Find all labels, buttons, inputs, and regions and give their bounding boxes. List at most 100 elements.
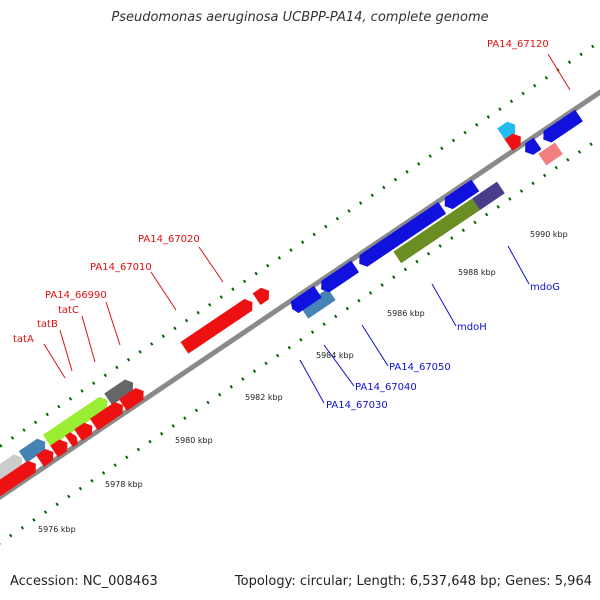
label-mdoh: mdoH	[457, 322, 487, 333]
tick-mark	[229, 385, 233, 389]
tick-mark	[32, 518, 36, 522]
tick-mark	[533, 83, 537, 88]
tick-label-5988: 5988 kbp	[458, 268, 496, 277]
tick-mark	[183, 416, 187, 420]
forward-labels: tatA tatB tatC PA14_66990 PA14_67010 PA1…	[13, 39, 571, 379]
tick-mark	[150, 342, 154, 346]
tick-mark	[508, 197, 512, 201]
tick-mark	[334, 314, 338, 319]
tick-mark	[9, 533, 13, 538]
tick-mark	[393, 177, 398, 182]
tick-mark	[231, 287, 235, 292]
tick-mark	[254, 271, 258, 276]
tick-mark	[173, 326, 177, 331]
tick-mark	[438, 244, 442, 248]
tick-mark	[206, 400, 210, 405]
gene-fwd-row2-2[interactable]	[36, 446, 57, 467]
gene-mdoh[interactable]	[393, 198, 480, 264]
gene-tata[interactable]	[18, 436, 49, 463]
tick-dots	[0, 44, 595, 546]
tick-label-5982: 5982 kbp	[245, 393, 283, 402]
label-mdog: mdoG	[530, 282, 560, 293]
tick-mark	[90, 478, 94, 483]
gene-fwd-row2-6[interactable]	[89, 399, 127, 431]
tick-label-5986: 5986 kbp	[387, 309, 425, 318]
tick-mark	[451, 138, 456, 143]
tick-mark	[101, 471, 106, 475]
tick-mark	[382, 185, 386, 190]
reverse-genes	[288, 109, 583, 319]
tick-mark	[161, 334, 165, 338]
tick-mark	[579, 52, 583, 57]
tick-mark	[357, 298, 361, 303]
tick-mark	[567, 60, 572, 64]
gene-fwd-row2-1[interactable]	[0, 458, 40, 509]
label-tatb: tatB	[37, 319, 58, 330]
tick-mark	[426, 251, 431, 256]
gene-mdog-upper-2[interactable]	[441, 179, 480, 212]
gene-pa14-67020[interactable]	[252, 285, 273, 305]
tick-mark	[289, 248, 293, 252]
tick-mark	[103, 373, 107, 378]
tick-mark	[521, 91, 525, 96]
label-tata: tatA	[13, 334, 34, 345]
gene-fwd-row2-4[interactable]	[65, 431, 80, 448]
gene-pa14-67120-lower[interactable]	[504, 131, 524, 151]
label-pa14-66990: PA14_66990	[45, 290, 107, 301]
tick-mark	[380, 283, 384, 287]
tick-mark	[194, 408, 199, 413]
gene-rev-small-1[interactable]	[521, 137, 542, 158]
gene-fwd-row2-5[interactable]	[74, 420, 96, 442]
tick-mark	[463, 130, 467, 135]
tick-mark	[415, 259, 419, 264]
tick-mark	[276, 353, 280, 358]
gene-fwd-row2-3[interactable]	[50, 437, 71, 458]
gene-pa14-67040[interactable]	[288, 285, 322, 315]
tick-mark	[67, 494, 71, 499]
tick-mark	[148, 439, 152, 444]
gene-pa14-66990[interactable]	[104, 377, 137, 406]
tick-mark	[322, 322, 326, 327]
gene-fwd-row2-7[interactable]	[118, 385, 148, 411]
gene-pa14-67050[interactable]	[317, 260, 360, 296]
genome-backbone	[0, 70, 600, 523]
tick-mark	[20, 525, 25, 530]
tick-label-5990: 5990 kbp	[530, 230, 568, 239]
tick-mark	[241, 377, 245, 381]
gene-pa14-67010[interactable]	[180, 296, 257, 354]
gene-rev-long[interactable]	[539, 109, 583, 146]
tick-mark	[300, 240, 305, 245]
tick-mark	[80, 389, 84, 393]
tick-mark	[33, 420, 38, 425]
tick-mark	[392, 275, 396, 280]
tick-mark	[358, 201, 363, 205]
tick-mark	[544, 76, 548, 80]
tick-mark	[92, 381, 96, 385]
tick-mark	[159, 432, 164, 436]
tick-mark	[542, 173, 547, 178]
tick-mark	[43, 510, 48, 514]
tick-mark	[22, 428, 26, 432]
tick-mark	[277, 256, 282, 260]
gene-pa14-67030[interactable]	[300, 288, 336, 319]
tick-mark	[577, 150, 582, 154]
tick-mark	[324, 224, 328, 229]
tick-mark	[554, 165, 558, 170]
tick-mark	[368, 291, 373, 295]
gene-tatc[interactable]	[42, 394, 111, 447]
tick-mark	[219, 295, 224, 299]
accession-text: Accession: NC_008463	[10, 574, 158, 589]
tick-mark	[484, 212, 489, 217]
tick-mark	[217, 392, 222, 397]
gene-light-gray[interactable]	[0, 452, 26, 498]
gene-rev-light[interactable]	[538, 142, 563, 166]
tick-mark	[299, 338, 303, 342]
tick-mark	[113, 463, 117, 467]
gene-mdog-upper[interactable]	[355, 201, 447, 270]
tick-label-5984: 5984 kbp	[316, 351, 354, 360]
tick-mark	[440, 146, 444, 151]
tick-mark	[345, 306, 349, 311]
gene-mdog[interactable]	[472, 181, 505, 211]
tick-mark	[473, 220, 477, 225]
